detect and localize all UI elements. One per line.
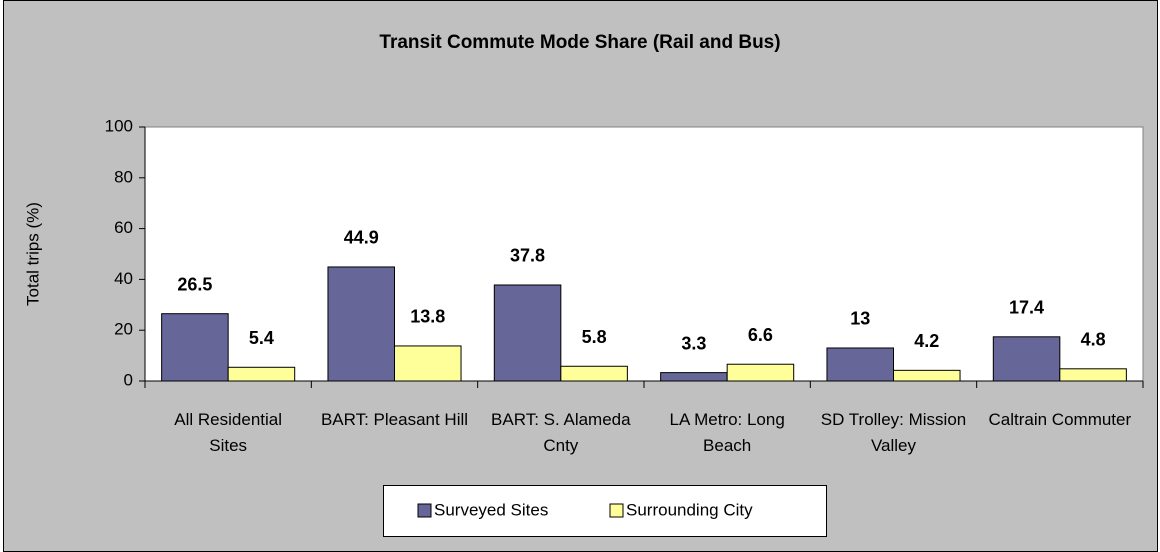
- data-label: 3.3: [681, 333, 706, 353]
- data-label: 13.8: [410, 307, 445, 327]
- x-tick-label: Caltrain Commuter: [988, 410, 1132, 429]
- bar: [660, 372, 728, 382]
- x-tick-label: LA Metro: Long Beach: [669, 410, 785, 455]
- chart-title: Transit Commute Mode Share (Rail and Bus…: [379, 32, 780, 53]
- y-tick-label: 100: [105, 116, 133, 135]
- plot-area: [144, 126, 1144, 382]
- legend: [383, 485, 827, 537]
- data-label: 37.8: [510, 246, 545, 266]
- bar: [394, 345, 462, 382]
- x-tick-label: SD Trolley: Mission Valley: [820, 410, 967, 455]
- data-label: 6.6: [748, 325, 773, 345]
- bar: [560, 365, 628, 382]
- data-label: 4.2: [914, 331, 939, 351]
- x-tick-label: All Residential Sites: [174, 410, 283, 455]
- data-label: 44.9: [344, 228, 379, 248]
- legend-swatch: [609, 503, 624, 518]
- data-label: 13: [850, 309, 870, 329]
- bar: [493, 284, 562, 382]
- bar: [992, 336, 1061, 382]
- data-label: 26.5: [177, 274, 212, 294]
- bar: [327, 266, 396, 382]
- bar: [893, 369, 961, 382]
- x-tick-label: BART: S. Alameda Cnty: [491, 410, 631, 455]
- legend-label: Surveyed Sites: [434, 500, 548, 519]
- y-tick-label: 40: [114, 269, 133, 288]
- y-tick-label: 60: [114, 218, 133, 237]
- legend-label: Surrounding City: [626, 500, 753, 519]
- data-label: 5.8: [582, 327, 607, 347]
- bar: [726, 363, 795, 382]
- y-axis-title: Total trips (%): [23, 202, 42, 306]
- y-tick-label: 80: [114, 167, 133, 186]
- y-tick-label: 20: [114, 320, 133, 339]
- data-label: 4.8: [1081, 330, 1106, 350]
- legend-swatch: [417, 503, 432, 518]
- bar: [1059, 368, 1127, 382]
- y-tick-label: 0: [124, 370, 133, 389]
- bar: [227, 366, 296, 382]
- data-label: 5.4: [249, 328, 274, 348]
- x-tick-label: BART: Pleasant Hill: [320, 410, 469, 429]
- bar: [826, 347, 895, 382]
- data-label: 17.4: [1009, 298, 1044, 318]
- bar: [161, 313, 229, 382]
